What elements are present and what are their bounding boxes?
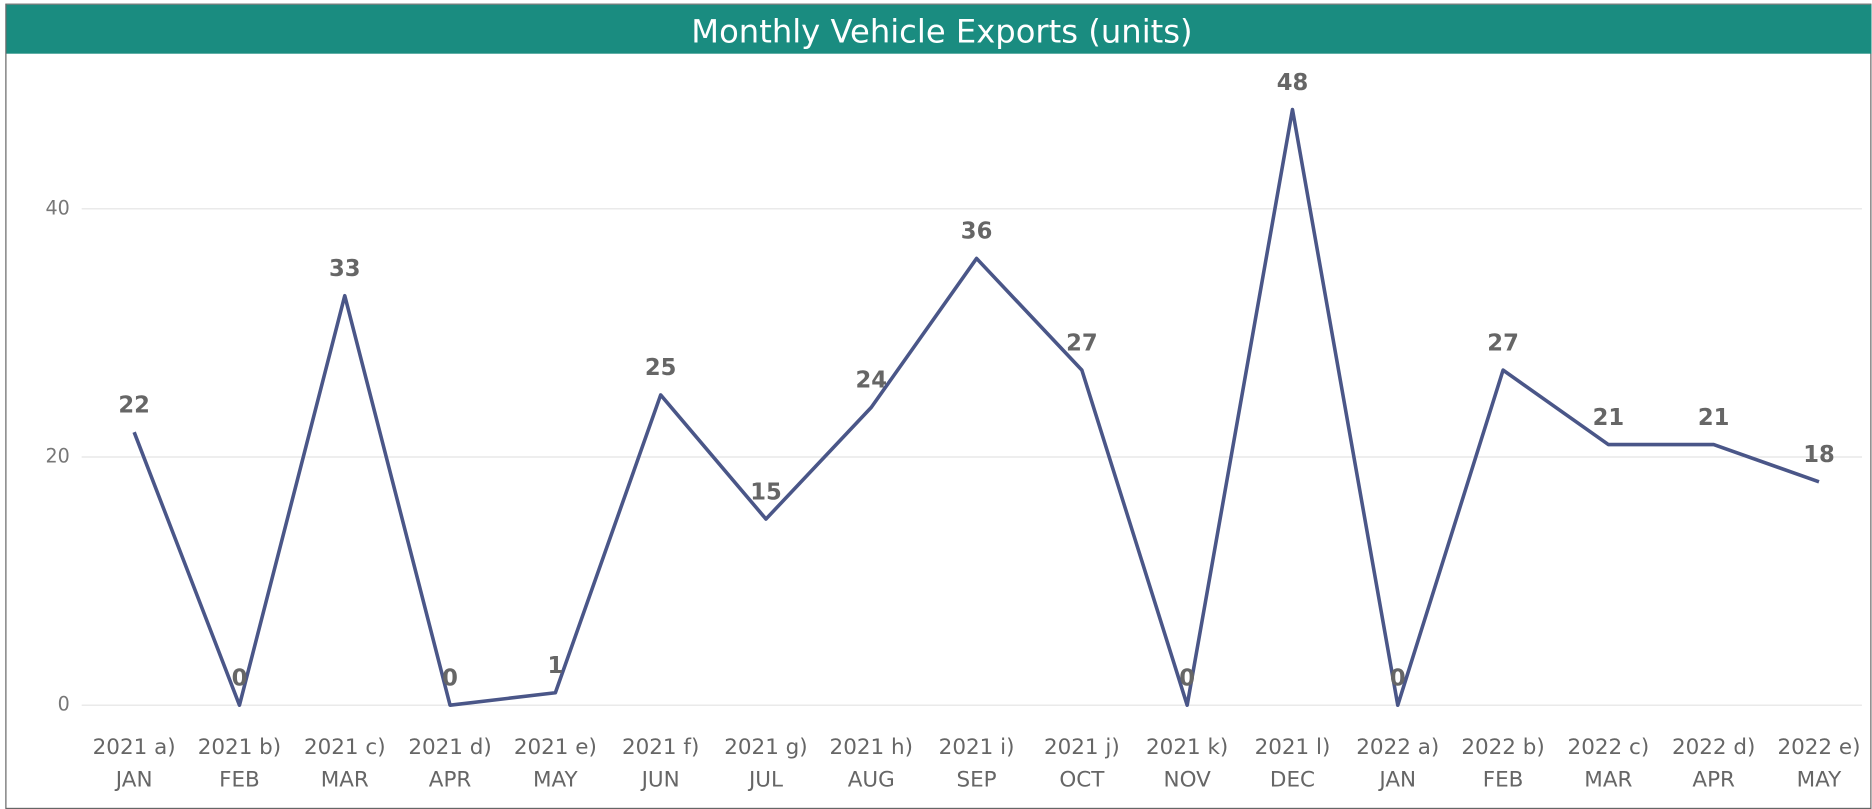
x-tick-label: 2022 d) <box>1672 735 1755 760</box>
x-tick-label: 2021 j) <box>1044 735 1120 760</box>
x-tick-label: APR <box>429 767 472 792</box>
x-tick-label: 2021 k) <box>1146 735 1228 760</box>
x-tick-label: 2021 b) <box>198 735 281 760</box>
x-tick-label: 2021 g) <box>724 735 807 760</box>
data-label: 24 <box>856 368 888 394</box>
title-bar <box>6 4 1872 54</box>
x-tick-label: JAN <box>1377 767 1416 792</box>
y-tick-label: 0 <box>58 693 70 716</box>
data-label: 0 <box>442 665 458 691</box>
x-tick-label: 2021 d) <box>408 735 491 760</box>
y-tick-label: 40 <box>45 196 69 219</box>
x-tick-label: 2022 b) <box>1461 735 1544 760</box>
x-tick-label: 2022 e) <box>1777 735 1860 760</box>
data-label: 0 <box>1179 665 1195 691</box>
x-tick-label: JAN <box>114 767 153 792</box>
x-tick-label: 2022 a) <box>1356 735 1439 760</box>
x-tick-label: SEP <box>956 767 996 792</box>
data-label: 18 <box>1803 442 1835 468</box>
y-tick-label: 20 <box>45 445 69 468</box>
x-tick-label: 2021 h) <box>830 735 913 760</box>
data-label: 25 <box>645 355 677 381</box>
x-tick-label: 2021 i) <box>939 735 1015 760</box>
line <box>132 107 1820 707</box>
x-tick-label: 2021 l) <box>1255 735 1331 760</box>
x-tick-label: FEB <box>1483 767 1524 792</box>
x-tick-label: MAR <box>321 767 369 792</box>
data-label: 21 <box>1593 405 1625 431</box>
data-label: 27 <box>1487 330 1519 356</box>
data-label: 1 <box>547 653 563 679</box>
x-tick-label: 2021 c) <box>304 735 386 760</box>
data-label: 21 <box>1698 405 1730 431</box>
data-label: 15 <box>750 479 782 505</box>
x-tick-label: FEB <box>219 767 260 792</box>
x-tick-label: 2022 c) <box>1568 735 1650 760</box>
x-tick-label: JUN <box>640 767 680 792</box>
x-tick-label: JUL <box>747 767 783 792</box>
x-tick-label: MAY <box>533 767 579 792</box>
data-label: 36 <box>961 219 993 245</box>
data-label: 33 <box>329 256 361 282</box>
x-tick-label: 2021 f) <box>622 735 699 760</box>
x-tick-label: MAR <box>1584 767 1632 792</box>
x-tick-label: DEC <box>1270 767 1315 792</box>
x-tick-label: 2021 e) <box>514 735 597 760</box>
data-label: 0 <box>1390 665 1406 691</box>
x-tick-label: OCT <box>1059 767 1105 792</box>
chart-title: Monthly Vehicle Exports (units) <box>691 12 1192 50</box>
chart-border <box>5 3 1872 809</box>
data-label: 27 <box>1066 330 1098 356</box>
data-label: 0 <box>232 665 248 691</box>
x-tick-label: AUG <box>848 767 895 792</box>
data-label: 48 <box>1277 70 1309 96</box>
x-tick-label: 2021 a) <box>93 735 176 760</box>
x-tick-label: APR <box>1692 767 1735 792</box>
x-tick-label: NOV <box>1164 767 1212 792</box>
x-tick-label: MAY <box>1797 767 1843 792</box>
data-label: 22 <box>118 392 150 418</box>
